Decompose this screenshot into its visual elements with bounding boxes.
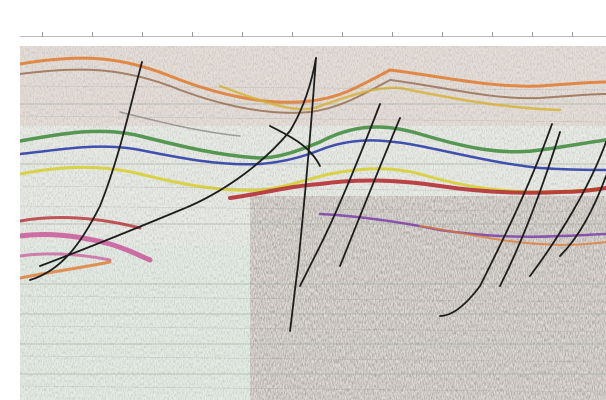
shotpoint-tick [342, 32, 343, 37]
shotpoint-tick [572, 32, 573, 37]
horizon-grey [119, 111, 241, 137]
shotpoint-tick [142, 32, 143, 37]
horizon-brown [20, 68, 606, 114]
shotpoint-tick [92, 32, 93, 37]
shotpoint-tick [292, 32, 293, 37]
horizon-red-left [20, 215, 142, 230]
shotpoint-tick [192, 32, 193, 37]
horizons [20, 56, 606, 280]
horizon-green [20, 125, 606, 160]
fault-line [39, 57, 317, 267]
fault-line [29, 61, 143, 281]
horizon-magenta [20, 231, 153, 263]
shotpoint-tick [242, 32, 243, 37]
fault-line [269, 125, 321, 167]
fault-line [499, 131, 561, 287]
shotpoint-tick [532, 32, 533, 37]
fault-line [339, 117, 401, 267]
fault-line [559, 175, 606, 257]
shotpoint-tick [392, 32, 393, 37]
faults [29, 57, 606, 332]
fault-line [529, 141, 606, 277]
fault-line [439, 123, 553, 317]
shotpoint-tick [42, 32, 43, 37]
horizon-red [228, 178, 606, 200]
shotpoint-tick [442, 32, 443, 37]
seismic-section [20, 46, 606, 400]
horizon-ochre [218, 84, 562, 112]
seismic-texture-deep [250, 196, 606, 400]
section-header [0, 0, 606, 40]
fault-line [289, 57, 317, 332]
shotpoint-axis [20, 36, 606, 37]
horizon-orange-deep [20, 260, 112, 280]
horizon-purple [318, 212, 606, 238]
fault-line [299, 103, 381, 287]
seismic-section-icon [20, 46, 606, 400]
reflector-banding [20, 85, 606, 393]
horizon-magenta-2 [20, 252, 112, 262]
horizon-blue [20, 139, 606, 172]
horizon-orange-right [419, 225, 606, 246]
shotpoint-tick [492, 32, 493, 37]
